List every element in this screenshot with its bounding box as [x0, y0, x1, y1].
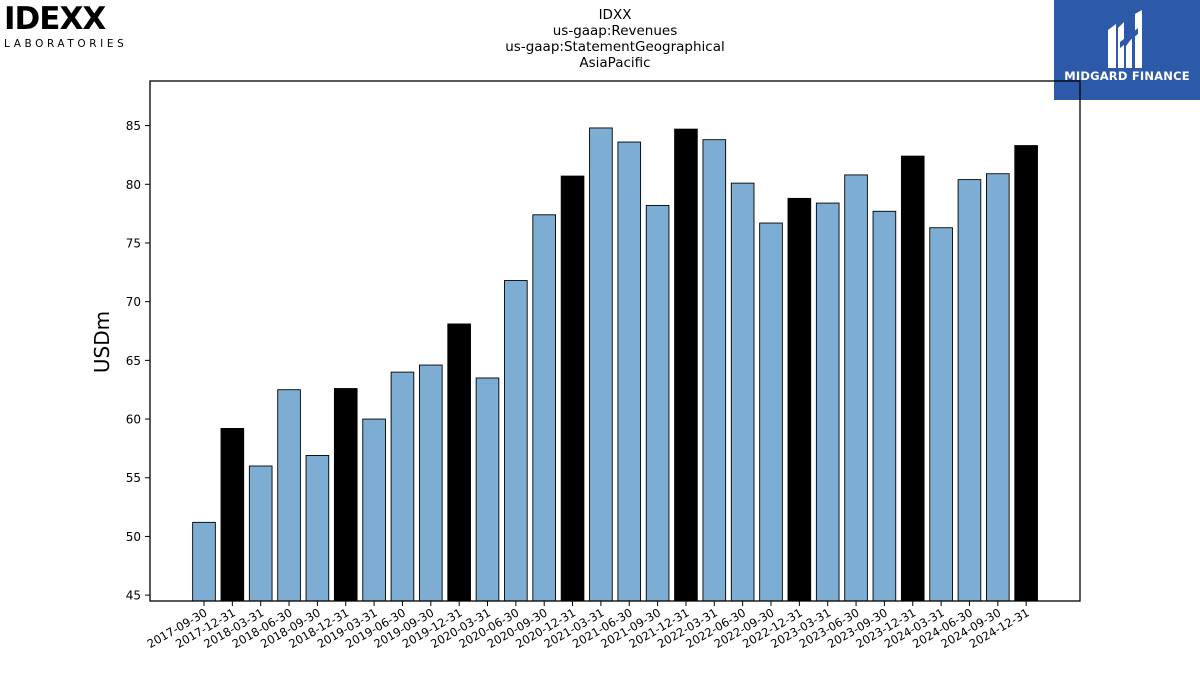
chart-title: IDXX us-gaap:Revenues us-gaap:StatementG…	[415, 7, 815, 71]
bar-2020-06-30	[504, 280, 528, 602]
bar-2020-09-30	[532, 214, 556, 602]
bar-2022-12-31	[787, 197, 812, 602]
y-tick-label: 55	[126, 471, 141, 485]
y-tick-label: 50	[126, 530, 141, 544]
y-tick-label: 60	[126, 413, 141, 427]
bar-2019-09-30	[419, 364, 443, 602]
bar-2022-09-30	[759, 222, 783, 602]
chart-title-line-2: us-gaap:Revenues	[552, 23, 678, 39]
bar-2023-06-30	[844, 174, 868, 602]
bar-2020-12-31	[560, 175, 585, 602]
plot-frame	[149, 80, 1081, 602]
y-tick-label: 75	[126, 236, 141, 250]
x-axis: 2017-09-302017-12-312018-03-312018-06-30…	[145, 601, 1032, 651]
chart-title-line-1: IDXX	[598, 7, 632, 23]
bar-2017-09-30	[192, 521, 216, 602]
bar-2023-09-30	[872, 210, 897, 602]
idexx-logo-wordmark: IDEXX	[4, 1, 106, 37]
bar-2018-06-30	[277, 389, 301, 602]
bars-group	[192, 127, 1038, 602]
bar-2018-03-31	[248, 465, 273, 602]
y-tick-label: 70	[126, 295, 141, 309]
bar-2023-12-31	[900, 155, 925, 602]
bar-2024-09-30	[986, 173, 1010, 602]
bar-2021-12-31	[674, 128, 698, 602]
y-axis: 45 50 55 60 65 70 75 80 85	[126, 119, 150, 603]
y-tick-label: 85	[126, 119, 141, 133]
bar-2024-03-31	[929, 227, 953, 602]
idexx-logo: IDEXX LABORATORIES	[4, 1, 154, 51]
bar-2018-09-30	[305, 455, 330, 602]
y-tick-label: 45	[126, 589, 141, 603]
bar-2024-12-31	[1014, 145, 1038, 602]
bar-2021-06-30	[617, 141, 642, 602]
bar-2021-09-30	[645, 204, 670, 602]
bar-2022-06-30	[730, 182, 755, 602]
chart-title-line-3: us-gaap:StatementGeographical	[505, 39, 725, 55]
y-axis-label: USDm	[90, 311, 114, 373]
bar-2018-12-31	[333, 388, 358, 602]
bar-2019-06-30	[390, 371, 415, 602]
bar-2024-06-30	[957, 179, 982, 602]
bar-2021-03-31	[589, 127, 613, 602]
bar-2023-03-31	[815, 202, 840, 602]
bar-2017-12-31	[220, 428, 245, 602]
y-tick-label: 65	[126, 354, 141, 368]
bar-2019-03-31	[362, 418, 386, 602]
chart-title-line-4: AsiaPacific	[579, 55, 651, 71]
midgard-m-icon	[1108, 10, 1142, 68]
bar-2020-03-31	[475, 377, 500, 602]
midgard-finance-brand: MIDGARD FINANCE	[1064, 69, 1190, 83]
bar-2019-12-31	[447, 323, 471, 602]
y-tick-label: 80	[126, 178, 141, 192]
bar-2022-03-31	[702, 139, 727, 602]
midgard-finance-logo: MIDGARD FINANCE	[1054, 0, 1200, 100]
idexx-logo-subtitle: LABORATORIES	[4, 38, 128, 50]
